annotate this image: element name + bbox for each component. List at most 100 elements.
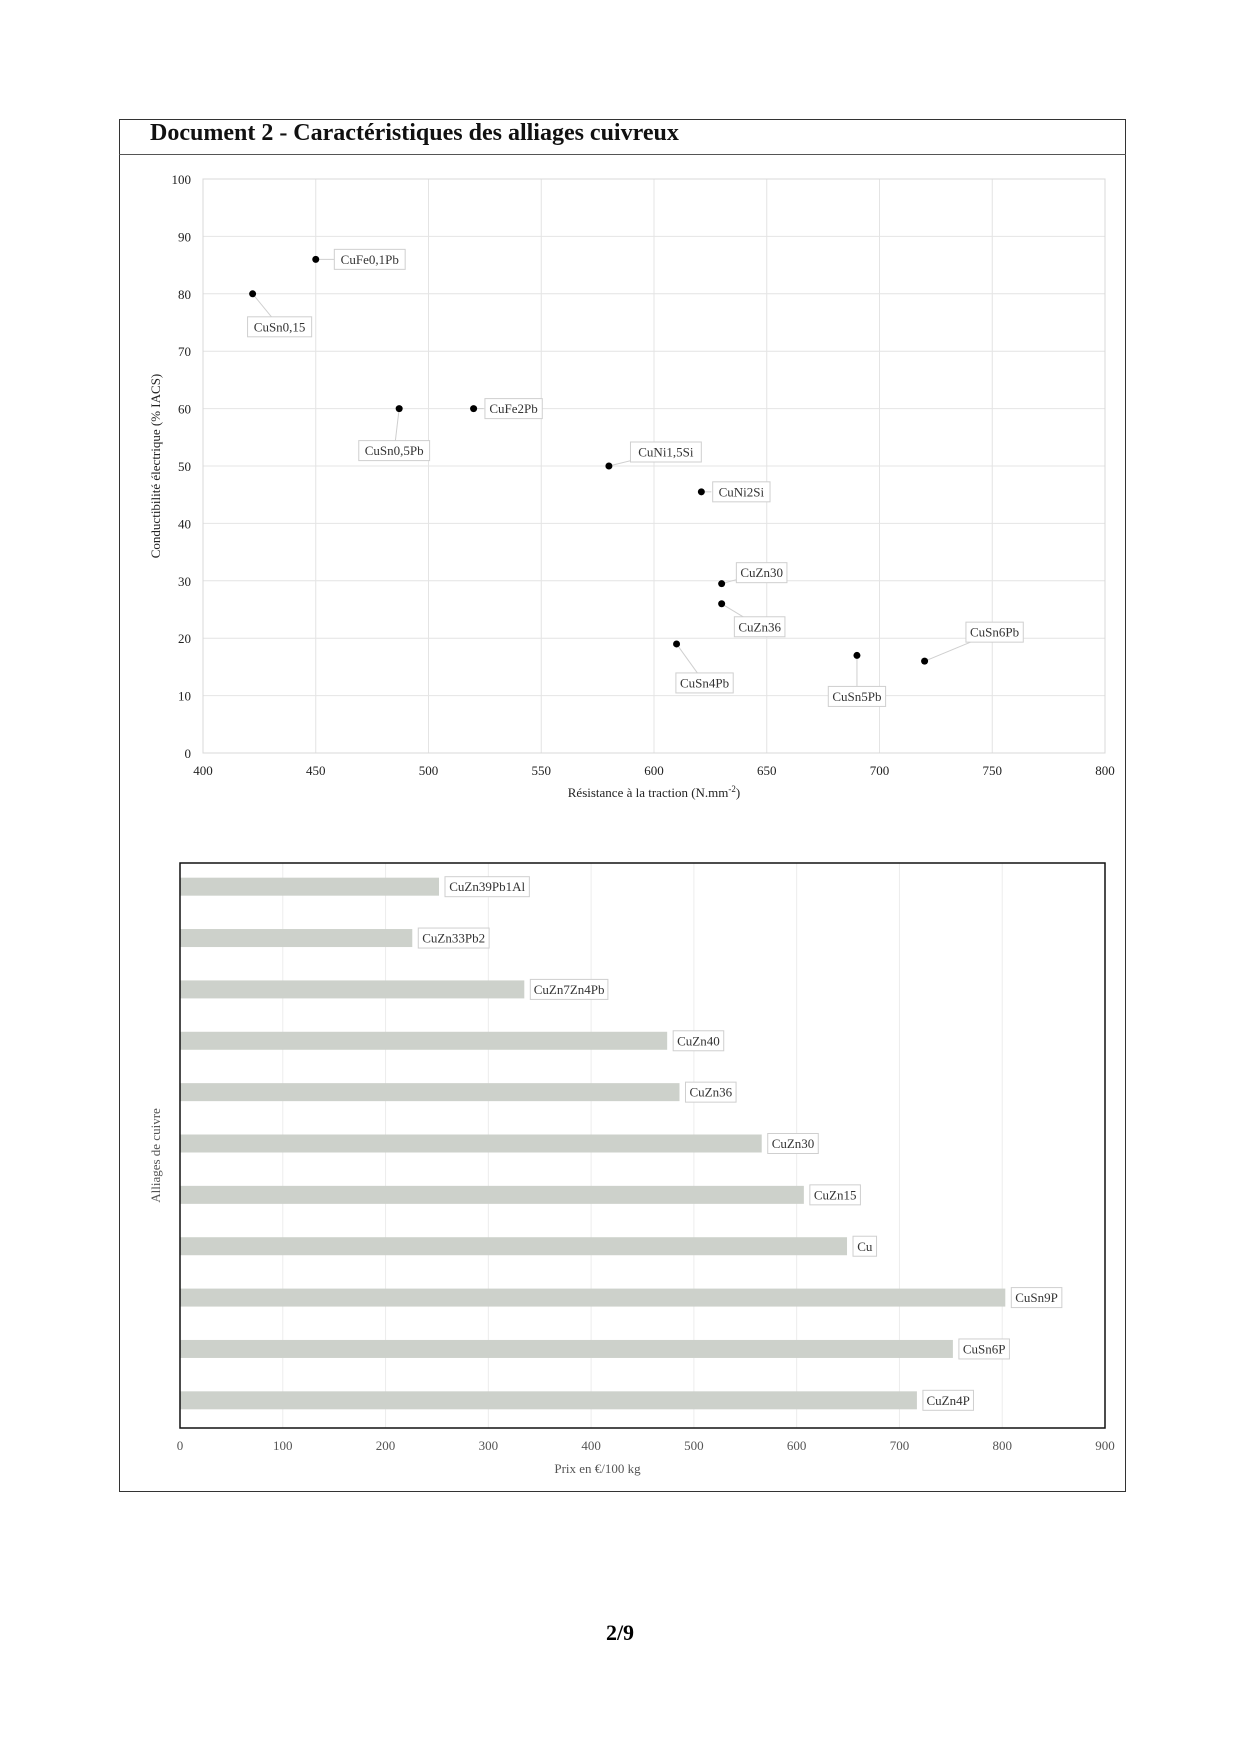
bar-label-box bbox=[672, 1030, 725, 1052]
point-label-box bbox=[675, 672, 734, 694]
bar bbox=[180, 1237, 848, 1256]
point-label: CuNi2Si bbox=[719, 484, 765, 499]
data-point bbox=[249, 290, 257, 298]
scatter-chart: 400 450 500 550 600 650 700 750 800 0 10 20 30 40 50 60… bbox=[148, 172, 1115, 800]
data-point bbox=[605, 462, 613, 470]
point-label-box bbox=[733, 616, 786, 638]
data-point bbox=[312, 255, 320, 263]
data-point bbox=[718, 580, 726, 588]
y-tick-label: 0 bbox=[185, 746, 192, 761]
x-tick-label: 100 bbox=[273, 1438, 293, 1453]
document-frame bbox=[119, 119, 1126, 1492]
x-tick-label: 300 bbox=[479, 1438, 499, 1453]
point-label: CuSn5Pb bbox=[832, 689, 881, 704]
x-tick-label: 450 bbox=[306, 763, 326, 778]
bar-label-box bbox=[685, 1081, 737, 1103]
point-label: CuZn30 bbox=[740, 565, 783, 580]
title-divider bbox=[119, 154, 1126, 155]
point-label: CuFe0,1Pb bbox=[341, 252, 399, 267]
data-point bbox=[697, 488, 705, 496]
bar-label: CuSn6P bbox=[963, 1342, 1006, 1357]
bar bbox=[180, 1031, 668, 1050]
data-point bbox=[921, 657, 929, 665]
bar-label-box bbox=[809, 1184, 861, 1206]
x-tick-label: 600 bbox=[644, 763, 664, 778]
y-tick-label: 40 bbox=[178, 516, 191, 531]
plot-frame bbox=[179, 862, 1106, 1429]
point-label: CuZn36 bbox=[738, 619, 781, 634]
bar-label: CuZn33Pb2 bbox=[422, 931, 485, 946]
data-point bbox=[853, 651, 861, 659]
bar bbox=[180, 1391, 917, 1410]
x-tick-label: 400 bbox=[193, 763, 213, 778]
x-tick-label: 700 bbox=[870, 763, 890, 778]
point-label: CuSn6Pb bbox=[970, 625, 1019, 640]
x-tick-label: 500 bbox=[419, 763, 439, 778]
bar-label-box bbox=[529, 978, 609, 1000]
data-point bbox=[470, 405, 478, 413]
point-label: CuNi1,5Si bbox=[638, 445, 694, 460]
bar-label: CuSn9P bbox=[1015, 1290, 1058, 1305]
plot-area bbox=[202, 178, 1106, 754]
x-tick-label: 200 bbox=[376, 1438, 396, 1453]
y-axis-title: Alliages de cuivre bbox=[148, 1108, 163, 1203]
bar-label: CuZn7Zn4Pb bbox=[534, 982, 605, 997]
point-label: CuSn4Pb bbox=[680, 675, 729, 690]
bar bbox=[180, 1339, 953, 1358]
x-tick-label: 750 bbox=[983, 763, 1003, 778]
point-label-box bbox=[965, 621, 1024, 643]
point-label-box bbox=[735, 562, 788, 584]
y-tick-label: 10 bbox=[178, 689, 191, 704]
point-label-box bbox=[247, 316, 313, 338]
bar bbox=[180, 877, 439, 896]
bar-label: CuZn36 bbox=[689, 1085, 732, 1100]
point-label-box bbox=[827, 685, 887, 707]
point-label-box bbox=[629, 441, 702, 463]
bar-chart: 0 100 200 300 400 500 600 700 800 900 CuZn39Pb1Al C… bbox=[148, 862, 1115, 1476]
y-tick-label: 70 bbox=[178, 344, 191, 359]
bar-label-box bbox=[444, 876, 530, 898]
bar-label-box bbox=[922, 1389, 974, 1411]
document-title: Document 2 - Caractéristiques des alliag… bbox=[150, 120, 679, 146]
y-tick-label: 60 bbox=[178, 402, 191, 417]
bar bbox=[180, 1083, 680, 1102]
data-point bbox=[395, 405, 403, 413]
point-label: CuFe2Pb bbox=[489, 401, 537, 416]
bar bbox=[180, 1134, 762, 1153]
x-tick-label: 900 bbox=[1095, 1438, 1115, 1453]
bar-label-box bbox=[417, 927, 490, 949]
point-label: CuSn0,15 bbox=[254, 319, 306, 334]
y-tick-label: 90 bbox=[178, 229, 191, 244]
bar-label: CuZn15 bbox=[814, 1187, 857, 1202]
bar-label-box bbox=[852, 1235, 878, 1257]
bar-label: CuZn4P bbox=[927, 1393, 970, 1408]
x-tick-label: 650 bbox=[757, 763, 777, 778]
bar-label-box bbox=[958, 1338, 1010, 1360]
x-axis-title: Prix en €/100 kg bbox=[554, 1461, 641, 1476]
point-label-box bbox=[712, 481, 771, 503]
point-label-box bbox=[333, 248, 406, 270]
bar bbox=[180, 929, 413, 948]
x-tick-label: 800 bbox=[1095, 763, 1115, 778]
data-point bbox=[718, 600, 726, 608]
bar-label: CuZn39Pb1Al bbox=[449, 879, 525, 894]
bar-label: Cu bbox=[857, 1239, 873, 1254]
x-axis-title: Résistance à la traction (N.mm-2) bbox=[568, 784, 740, 800]
page-number: 2/9 bbox=[605, 1620, 635, 1645]
point-label-box bbox=[358, 440, 431, 462]
bar-label: CuZn30 bbox=[772, 1136, 815, 1151]
x-tick-label: 800 bbox=[992, 1438, 1012, 1453]
y-tick-label: 100 bbox=[172, 172, 192, 187]
point-label: CuSn0,5Pb bbox=[365, 443, 424, 458]
point-label-box bbox=[484, 398, 543, 420]
bar bbox=[180, 1288, 1006, 1307]
x-tick-label: 400 bbox=[581, 1438, 601, 1453]
data-point bbox=[673, 640, 681, 648]
bar-label-box bbox=[1010, 1287, 1063, 1309]
y-tick-label: 80 bbox=[178, 287, 191, 302]
bar bbox=[180, 1185, 804, 1204]
x-tick-label: 500 bbox=[684, 1438, 704, 1453]
bar bbox=[180, 980, 525, 999]
x-tick-label: 600 bbox=[787, 1438, 807, 1453]
